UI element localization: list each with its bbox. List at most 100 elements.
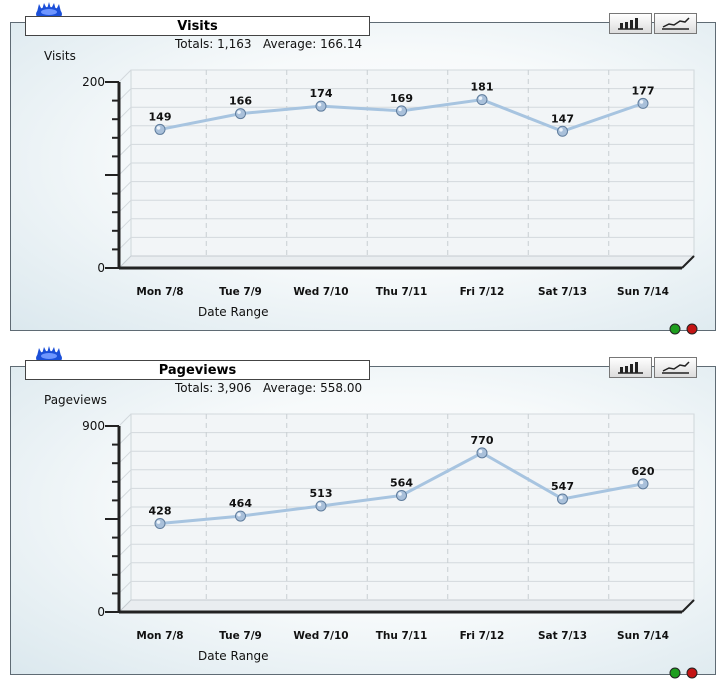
data-point <box>154 518 166 530</box>
data-label: 620 <box>632 465 655 478</box>
red-dot-icon <box>686 667 698 679</box>
pageviews-line-chart: 0 900 Mon 7/8 Tue 7/9 Wed 7/10 Thu 7/11 Fri 7/… <box>82 413 696 642</box>
data-label: 464 <box>229 497 252 510</box>
data-point <box>637 97 649 109</box>
x-tick-label: Sun 7/14 <box>617 286 669 298</box>
data-label: 177 <box>632 84 655 97</box>
data-label: 513 <box>310 487 333 500</box>
data-label: 169 <box>390 92 413 105</box>
x-tick-label: Sat 7/13 <box>538 286 587 298</box>
gridline-side <box>118 506 132 520</box>
status-indicators <box>669 323 698 335</box>
line-chart-icon <box>662 361 690 374</box>
data-label: 428 <box>149 505 172 518</box>
data-point <box>557 493 568 505</box>
data-label: 547 <box>551 480 574 493</box>
data-point <box>476 94 488 106</box>
data-label: 166 <box>229 95 252 108</box>
x-tick-label: Fri 7/12 <box>460 286 505 298</box>
x-axis-depth-edge <box>681 599 695 613</box>
chart-type-toggle <box>609 357 697 379</box>
x-axis-label: Date Range <box>198 649 269 663</box>
data-point-highlight <box>478 96 483 100</box>
totals-value: 3,906 <box>217 381 252 395</box>
data-point-highlight <box>156 520 161 524</box>
x-tick-label: Tue 7/9 <box>219 630 262 642</box>
gridline-side <box>118 237 132 250</box>
data-label: 181 <box>471 81 494 94</box>
plot-floor <box>117 255 696 269</box>
x-tick-label: Tue 7/9 <box>219 286 262 298</box>
data-point <box>476 447 488 459</box>
y-tick-label: 0 <box>97 261 105 275</box>
data-point <box>396 105 407 117</box>
gridline-side <box>118 162 132 176</box>
chart-title: Visits <box>25 16 370 36</box>
line-chart-icon <box>662 17 690 30</box>
gridline-side <box>118 562 132 576</box>
bar-chart-icon <box>618 18 643 30</box>
totals-line: Totals: 3,906 Average: 558.00 <box>175 381 362 395</box>
data-point <box>637 478 649 490</box>
totals-label: Totals: <box>175 37 214 51</box>
average-label: Average: <box>262 381 317 395</box>
data-point-highlight <box>156 126 161 130</box>
x-tick-label: Mon 7/8 <box>136 630 183 642</box>
data-point-highlight <box>398 492 402 496</box>
data-point-highlight <box>237 110 241 114</box>
data-label: 564 <box>390 476 413 489</box>
data-point-highlight <box>317 102 322 107</box>
y-tick-label: 0 <box>97 605 105 619</box>
x-tick-label: Wed 7/10 <box>293 286 348 298</box>
totals-label: Totals: <box>175 381 214 395</box>
gridline-side <box>118 88 132 101</box>
gridline-side <box>118 125 132 139</box>
bar-chart-button[interactable] <box>609 13 652 34</box>
red-dot-icon <box>686 323 698 335</box>
green-dot-icon <box>669 323 681 335</box>
y-tick-label: 200 <box>82 75 105 89</box>
gridline-side <box>118 488 132 501</box>
gridline-side <box>118 450 132 464</box>
gridline-side <box>118 69 132 83</box>
gridline-side <box>118 525 132 538</box>
gridline-side <box>118 218 132 232</box>
y-axis-label: Visits <box>44 49 76 63</box>
gridline-side <box>118 106 132 120</box>
gridline-side <box>118 432 132 445</box>
data-point-highlight <box>317 502 322 507</box>
x-axis-label: Date Range <box>198 305 269 319</box>
pageviews-panel: Pageviews Totals: 3,906 Average: 558.00 … <box>0 344 726 684</box>
data-point <box>315 100 327 112</box>
data-point <box>235 108 246 120</box>
x-tick-label: Sun 7/14 <box>617 630 669 642</box>
average-label: Average: <box>262 37 317 51</box>
gridline-side <box>118 543 132 557</box>
data-point <box>315 500 327 512</box>
x-axis-depth-edge <box>681 255 695 269</box>
average-value: 558.00 <box>320 381 363 395</box>
data-label: 174 <box>310 87 333 100</box>
x-tick-label: Thu 7/11 <box>376 630 428 642</box>
line-chart-button[interactable] <box>654 357 697 378</box>
data-point-highlight <box>398 107 402 112</box>
visits-panel: Visits Totals: 1,163 Average: 166.14 Vis… <box>0 0 726 340</box>
average-value: 166.14 <box>320 37 363 51</box>
gridline-side <box>118 469 132 483</box>
bar-chart-button[interactable] <box>609 357 652 378</box>
x-tick-label: Thu 7/11 <box>376 286 428 298</box>
data-point <box>557 125 568 137</box>
line-chart-button[interactable] <box>654 13 697 34</box>
x-tick-label: Sat 7/13 <box>538 630 587 642</box>
gridline-side <box>118 144 132 157</box>
bar-chart-icon <box>618 362 643 374</box>
visits-line-chart: 0 200 Mon 7/8 Tue 7/9 Wed 7/10 Thu 7/11 Fri 7/… <box>82 69 696 298</box>
data-label: 147 <box>551 112 574 125</box>
data-label: 149 <box>149 110 172 123</box>
data-point-highlight <box>237 512 241 517</box>
y-axis-label: Pageviews <box>44 393 107 407</box>
gridline-side <box>118 181 132 194</box>
data-point <box>396 489 407 501</box>
chart-type-toggle <box>609 13 697 35</box>
data-point-highlight <box>559 495 563 500</box>
